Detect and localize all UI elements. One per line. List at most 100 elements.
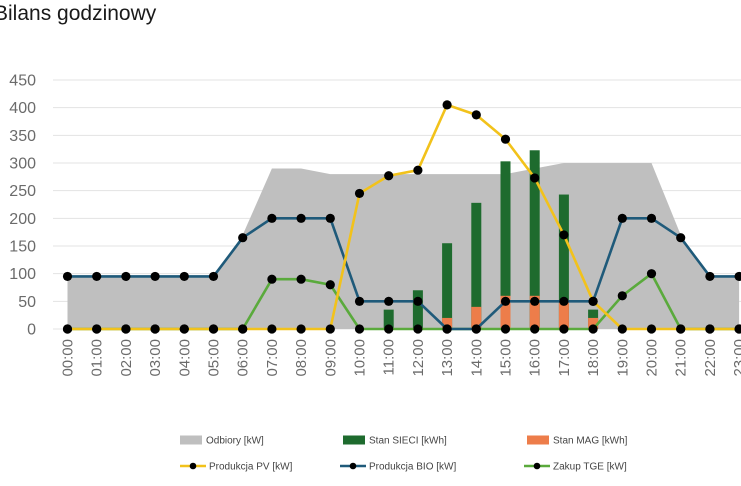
x-tick-label: 20:00 [644, 339, 661, 377]
line-point [471, 110, 481, 120]
line-point [588, 324, 598, 334]
bar-stan-mag [588, 317, 599, 329]
line-point [325, 324, 335, 334]
legend-marker [349, 462, 357, 470]
y-tick-label: 200 [9, 211, 36, 228]
x-tick-label: 11:00 [381, 339, 398, 375]
legend-item: Produkcja PV [kW] [180, 462, 293, 473]
legend-swatch [180, 435, 202, 445]
x-tick-label: 06:00 [235, 339, 252, 377]
x-tick-label: 07:00 [264, 339, 281, 377]
line-point [62, 271, 73, 282]
line-point [559, 230, 569, 240]
y-tick-label: 150 [9, 239, 36, 256]
x-tick-label: 12:00 [410, 339, 427, 377]
line-point [238, 324, 248, 334]
line-point [296, 274, 306, 284]
line-point [617, 291, 627, 301]
area-series [67, 163, 740, 329]
line-point [384, 324, 394, 334]
line-point [442, 100, 452, 110]
y-tick-label: 0 [27, 322, 36, 339]
x-tick-label: 23:00 [731, 339, 741, 377]
line-point [296, 324, 306, 334]
legend-label: Produkcja PV [kW] [209, 462, 293, 473]
legend: Odbiory [kW] Stan SIECI [kWh] Stan MAG [kW… [180, 435, 628, 473]
line-point [354, 188, 365, 199]
legend-swatch [527, 435, 549, 445]
legend-label: Stan SIECI [kWh] [369, 436, 447, 447]
x-axis-ticks: 00:00 01:00 02:00 03:00 04:00 05:00 06:00 07:00… [60, 339, 741, 377]
line-point [530, 296, 540, 306]
line-point [617, 213, 627, 223]
legend-label: Odbiory [kW] [206, 436, 264, 447]
bar-stan-sieci [558, 194, 569, 329]
line-point [646, 213, 657, 223]
bar-stan-sieci [442, 243, 453, 329]
x-tick-label: 16:00 [527, 339, 544, 377]
line-point [325, 213, 335, 223]
legend-item: Produkcja BIO [kW] [340, 462, 456, 473]
line-point [121, 324, 131, 334]
line-point [267, 213, 277, 223]
line-point [676, 233, 686, 243]
bar-stan-mag [500, 295, 511, 329]
y-tick-label: 350 [9, 128, 36, 145]
line-point [325, 280, 335, 290]
line-point [500, 296, 511, 306]
line-point [208, 324, 219, 334]
line-point [92, 324, 102, 334]
x-tick-label: 14:00 [468, 339, 485, 377]
y-tick-label: 100 [9, 266, 36, 283]
bar-stan-sieci [471, 202, 482, 329]
bar-stan-mag [529, 295, 540, 329]
line-point [238, 233, 248, 243]
line-point [500, 324, 511, 334]
line-point [617, 324, 627, 334]
line-point [734, 271, 741, 282]
bar-stan-mag [471, 306, 482, 329]
line-point [646, 269, 657, 279]
x-tick-label: 15:00 [498, 339, 515, 377]
bar-stan-sieci [529, 150, 540, 329]
bar-series [383, 150, 599, 329]
bar-stan-sieci [500, 161, 511, 329]
y-tick-label: 300 [9, 156, 36, 173]
line-point [413, 165, 423, 175]
line-point [705, 324, 715, 334]
bar-stan-mag [442, 317, 453, 329]
line-point [530, 173, 540, 183]
line-point [442, 324, 452, 334]
line-point [150, 324, 160, 334]
line-point [354, 296, 365, 306]
area-odbiory [67, 163, 740, 329]
x-tick-label: 21:00 [673, 339, 690, 377]
line-point [646, 324, 657, 334]
chart-title: Bilans godzinowy [0, 2, 157, 25]
line-point [413, 324, 423, 334]
y-tick-label: 400 [9, 100, 36, 117]
line-point [734, 324, 741, 334]
bar-stan-sieci [383, 309, 394, 329]
x-tick-label: 19:00 [614, 339, 631, 377]
line-point [530, 324, 540, 334]
x-tick-label: 00:00 [60, 339, 77, 377]
y-tick-label: 250 [9, 183, 36, 200]
line-point [121, 271, 131, 282]
line-point [705, 271, 715, 282]
bar-stan-sieci [412, 290, 423, 329]
legend-item: Stan MAG [kWh] [527, 435, 628, 447]
x-tick-label: 10:00 [352, 339, 369, 377]
line-point [588, 296, 598, 306]
x-tick-label: 18:00 [585, 339, 602, 377]
line-point [179, 324, 189, 334]
line-point [471, 324, 481, 334]
line-point [267, 324, 277, 334]
legend-marker [533, 462, 541, 470]
line-point [179, 271, 189, 282]
x-tick-label: 02:00 [118, 339, 135, 377]
line-point [384, 296, 394, 306]
legend-swatch [343, 435, 365, 445]
line-point [413, 296, 423, 306]
